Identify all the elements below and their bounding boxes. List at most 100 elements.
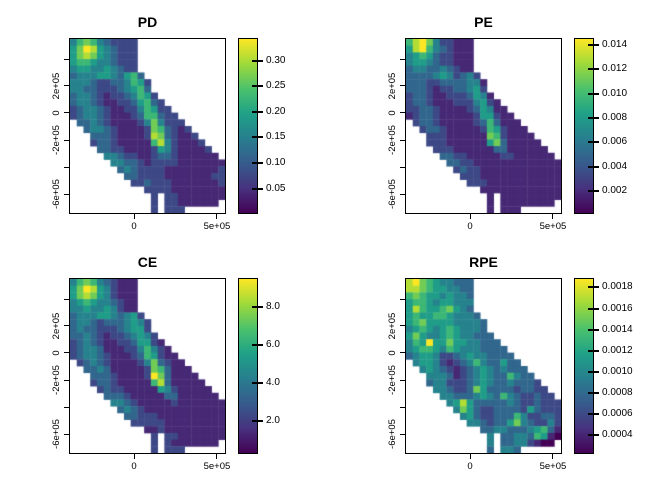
x-tick-mark bbox=[216, 214, 218, 219]
x-tick-mark bbox=[469, 454, 471, 459]
y-tick-mark bbox=[64, 166, 69, 168]
y-tick-mark bbox=[400, 325, 405, 327]
colorbar-tick-label: 0.20 bbox=[266, 105, 286, 117]
colorbar-tick-label: 0.05 bbox=[266, 182, 286, 194]
panel-pd: PD 2e+05 0 -2e+05 -6e+05 0 5e+05 0.30 0.25 0.20 0… bbox=[0, 0, 336, 240]
colorbar-tick-mark bbox=[588, 370, 599, 373]
raster-map bbox=[406, 39, 561, 213]
colorbar bbox=[238, 278, 258, 454]
colorbar-tick-label: 0.010 bbox=[602, 87, 628, 99]
colorbar-tick-mark bbox=[252, 344, 263, 347]
y-tick-mark bbox=[64, 193, 69, 195]
x-tick-label: 0 bbox=[131, 221, 137, 232]
colorbar-tick-mark bbox=[252, 110, 263, 113]
colorbar-tick-label: 0.004 bbox=[602, 160, 628, 172]
y-tick-mark bbox=[400, 379, 405, 381]
plot-box bbox=[69, 38, 226, 214]
colorbar-tick-label: 0.006 bbox=[602, 136, 628, 148]
y-tick-label: -6e+05 bbox=[51, 179, 62, 209]
x-tick-label: 0 bbox=[131, 461, 137, 472]
y-tick-label: -2e+05 bbox=[51, 365, 62, 396]
panel-title: PD bbox=[137, 14, 158, 30]
y-tick-mark bbox=[400, 406, 405, 408]
x-tick-mark bbox=[216, 454, 218, 459]
y-tick-mark bbox=[400, 139, 405, 141]
colorbar-tick-label: 0.012 bbox=[602, 63, 628, 75]
x-tick-label: 5e+05 bbox=[539, 221, 567, 232]
colorbar-tick-label: 2.0 bbox=[266, 414, 280, 426]
y-tick-mark bbox=[64, 112, 69, 114]
x-tick-mark bbox=[552, 454, 554, 459]
panel-title: PE bbox=[474, 14, 493, 30]
colorbar-tick-label: 0.0008 bbox=[602, 386, 633, 398]
colorbar-tick-label: 0.0012 bbox=[602, 344, 633, 356]
colorbar-tick-mark bbox=[588, 434, 599, 437]
colorbar-tick-mark bbox=[588, 307, 599, 310]
colorbar-tick-label: 0.008 bbox=[602, 112, 628, 124]
y-tick-mark bbox=[64, 433, 69, 435]
x-tick-mark bbox=[133, 454, 135, 459]
plot-box bbox=[69, 278, 226, 454]
raster-map bbox=[70, 279, 225, 453]
colorbar bbox=[238, 38, 258, 214]
colorbar-tick-label: 0.10 bbox=[266, 157, 286, 169]
colorbar-tick-label: 0.0010 bbox=[602, 365, 633, 377]
colorbar-tick-mark bbox=[252, 162, 263, 165]
colorbar-tick-mark bbox=[588, 141, 599, 144]
colorbar-tick-mark bbox=[588, 92, 599, 95]
raster-map bbox=[406, 279, 561, 453]
colorbar-tick-mark bbox=[252, 382, 263, 385]
y-tick-label: -2e+05 bbox=[51, 125, 62, 156]
colorbar-tick-label: 0.25 bbox=[266, 80, 286, 92]
x-tick-label: 5e+05 bbox=[539, 461, 567, 472]
y-tick-mark bbox=[400, 298, 405, 300]
y-tick-mark bbox=[400, 112, 405, 114]
y-tick-mark bbox=[64, 406, 69, 408]
raster-map bbox=[70, 39, 225, 213]
y-tick-mark bbox=[400, 352, 405, 354]
colorbar-tick-mark bbox=[588, 117, 599, 120]
y-tick-mark bbox=[64, 85, 69, 87]
colorbar-tick-mark bbox=[588, 286, 599, 289]
colorbar-tick-label: 6.0 bbox=[266, 339, 280, 351]
colorbar-tick-label: 0.002 bbox=[602, 185, 628, 197]
panel-title: CE bbox=[137, 254, 158, 270]
colorbar-tick-mark bbox=[588, 68, 599, 71]
x-tick-mark bbox=[552, 214, 554, 219]
x-tick-mark bbox=[133, 214, 135, 219]
y-tick-mark bbox=[64, 139, 69, 141]
colorbar-tick-mark bbox=[588, 190, 599, 193]
y-tick-label: -6e+05 bbox=[51, 419, 62, 449]
colorbar-tick-mark bbox=[588, 349, 599, 352]
colorbar-tick-mark bbox=[588, 413, 599, 416]
y-tick-mark bbox=[64, 352, 69, 354]
y-tick-label: -6e+05 bbox=[387, 419, 398, 449]
colorbar-tick-mark bbox=[588, 328, 599, 331]
colorbar-tick-mark bbox=[252, 59, 263, 62]
colorbar-tick-label: 0.0016 bbox=[602, 302, 633, 314]
colorbar-tick-label: 4.0 bbox=[266, 377, 280, 389]
x-tick-label: 0 bbox=[467, 221, 473, 232]
y-tick-mark bbox=[64, 58, 69, 60]
colorbar bbox=[574, 38, 594, 214]
y-tick-mark bbox=[64, 298, 69, 300]
y-tick-mark bbox=[64, 325, 69, 327]
y-tick-label: -2e+05 bbox=[387, 365, 398, 396]
y-tick-mark bbox=[400, 433, 405, 435]
y-tick-mark bbox=[64, 379, 69, 381]
colorbar-tick-mark bbox=[252, 187, 263, 190]
colorbar-tick-label: 0.014 bbox=[602, 39, 628, 51]
colorbar-tick-label: 0.15 bbox=[266, 131, 286, 143]
colorbar-tick-label: 0.0018 bbox=[602, 281, 633, 293]
y-tick-mark bbox=[400, 166, 405, 168]
y-tick-mark bbox=[400, 193, 405, 195]
colorbar bbox=[574, 278, 594, 454]
colorbar-tick-mark bbox=[252, 136, 263, 139]
colorbar-tick-mark bbox=[588, 391, 599, 394]
y-tick-label: -6e+05 bbox=[387, 179, 398, 209]
x-tick-label: 0 bbox=[467, 461, 473, 472]
y-tick-label: -2e+05 bbox=[387, 125, 398, 156]
colorbar-tick-mark bbox=[588, 44, 599, 47]
colorbar-tick-label: 0.30 bbox=[266, 54, 286, 66]
